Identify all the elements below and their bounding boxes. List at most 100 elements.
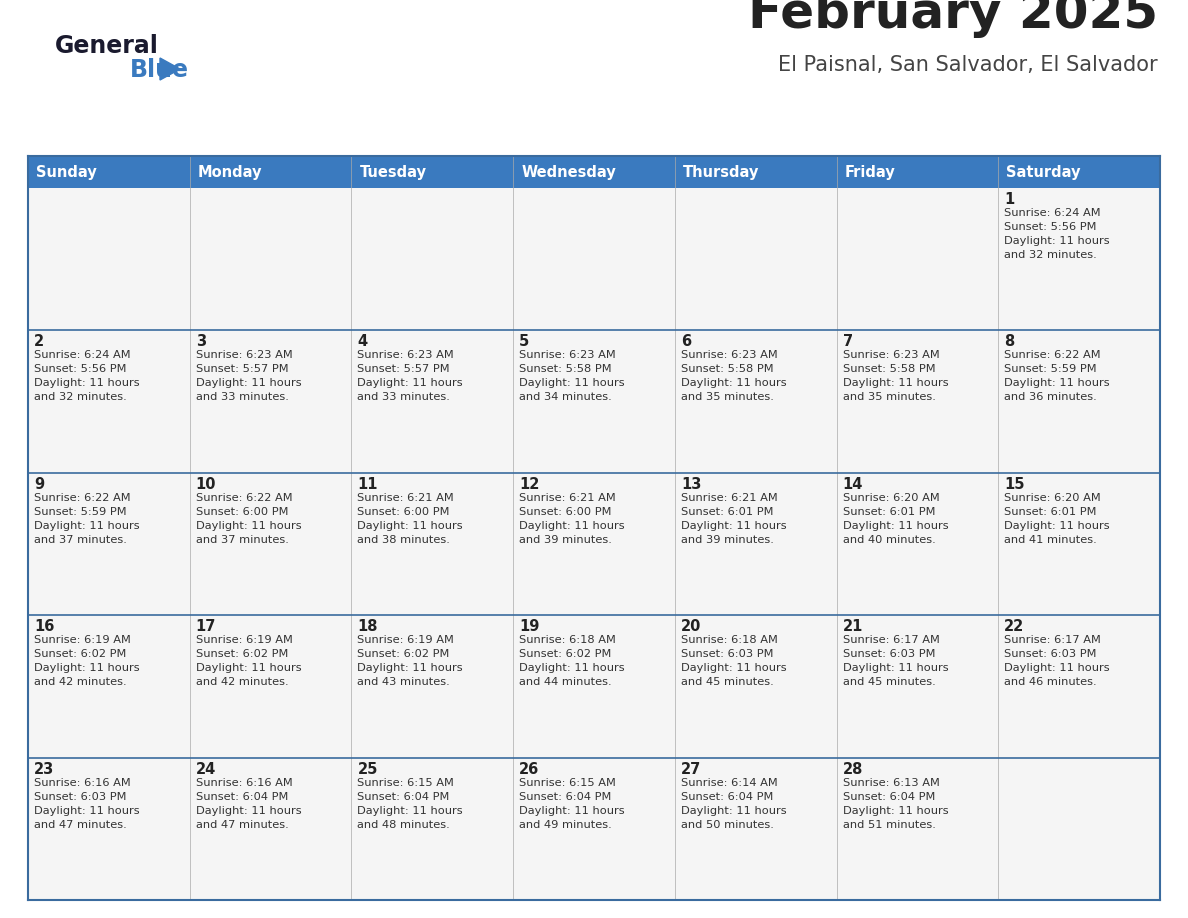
Text: Sunset: 5:56 PM: Sunset: 5:56 PM bbox=[34, 364, 126, 375]
Text: Thursday: Thursday bbox=[683, 164, 759, 180]
Text: 6: 6 bbox=[681, 334, 691, 350]
Text: Sunset: 5:59 PM: Sunset: 5:59 PM bbox=[34, 507, 127, 517]
Bar bbox=[998, 188, 1159, 330]
Text: Daylight: 11 hours: Daylight: 11 hours bbox=[34, 378, 140, 388]
Text: Sunrise: 6:16 AM: Sunrise: 6:16 AM bbox=[196, 778, 292, 788]
Text: 12: 12 bbox=[519, 476, 539, 492]
Text: and 37 minutes.: and 37 minutes. bbox=[34, 535, 127, 544]
Text: 19: 19 bbox=[519, 620, 539, 634]
Text: and 44 minutes.: and 44 minutes. bbox=[519, 677, 612, 688]
Text: and 38 minutes.: and 38 minutes. bbox=[358, 535, 450, 544]
Text: 22: 22 bbox=[1004, 620, 1024, 634]
Bar bbox=[190, 156, 352, 188]
Text: and 47 minutes.: and 47 minutes. bbox=[34, 820, 127, 830]
Text: Sunrise: 6:23 AM: Sunrise: 6:23 AM bbox=[519, 351, 615, 361]
Text: Sunrise: 6:21 AM: Sunrise: 6:21 AM bbox=[681, 493, 778, 503]
Text: 11: 11 bbox=[358, 476, 378, 492]
Bar bbox=[29, 615, 190, 757]
Text: Daylight: 11 hours: Daylight: 11 hours bbox=[519, 663, 625, 673]
Text: General: General bbox=[55, 34, 159, 58]
Bar bbox=[352, 615, 513, 757]
Bar bbox=[29, 156, 190, 188]
Bar bbox=[513, 156, 675, 188]
Text: 1: 1 bbox=[1004, 192, 1015, 207]
Text: Blue: Blue bbox=[129, 58, 189, 82]
Text: Sunset: 5:58 PM: Sunset: 5:58 PM bbox=[842, 364, 935, 375]
Bar bbox=[998, 757, 1159, 900]
Text: Daylight: 11 hours: Daylight: 11 hours bbox=[1004, 663, 1110, 673]
Bar bbox=[190, 330, 352, 473]
Text: Daylight: 11 hours: Daylight: 11 hours bbox=[681, 378, 786, 388]
Text: Sunset: 5:58 PM: Sunset: 5:58 PM bbox=[681, 364, 773, 375]
Bar bbox=[352, 757, 513, 900]
Text: 5: 5 bbox=[519, 334, 530, 350]
Text: Daylight: 11 hours: Daylight: 11 hours bbox=[358, 663, 463, 673]
Polygon shape bbox=[160, 58, 181, 80]
Text: and 32 minutes.: and 32 minutes. bbox=[34, 392, 127, 402]
Bar bbox=[836, 615, 998, 757]
Text: Monday: Monday bbox=[197, 164, 263, 180]
Text: El Paisnal, San Salvador, El Salvador: El Paisnal, San Salvador, El Salvador bbox=[778, 55, 1158, 75]
Bar bbox=[998, 473, 1159, 615]
Bar bbox=[29, 757, 190, 900]
Text: 26: 26 bbox=[519, 762, 539, 777]
Text: and 39 minutes.: and 39 minutes. bbox=[519, 535, 612, 544]
Bar bbox=[675, 757, 836, 900]
Text: and 50 minutes.: and 50 minutes. bbox=[681, 820, 773, 830]
Text: and 33 minutes.: and 33 minutes. bbox=[358, 392, 450, 402]
Text: Sunset: 6:01 PM: Sunset: 6:01 PM bbox=[842, 507, 935, 517]
Text: Sunset: 6:03 PM: Sunset: 6:03 PM bbox=[681, 649, 773, 659]
Text: and 45 minutes.: and 45 minutes. bbox=[842, 677, 935, 688]
Text: 3: 3 bbox=[196, 334, 206, 350]
Text: Daylight: 11 hours: Daylight: 11 hours bbox=[681, 521, 786, 531]
Text: Daylight: 11 hours: Daylight: 11 hours bbox=[358, 521, 463, 531]
Bar bbox=[675, 615, 836, 757]
Text: Sunrise: 6:23 AM: Sunrise: 6:23 AM bbox=[196, 351, 292, 361]
Text: and 46 minutes.: and 46 minutes. bbox=[1004, 677, 1097, 688]
Text: and 35 minutes.: and 35 minutes. bbox=[842, 392, 935, 402]
Text: Sunrise: 6:17 AM: Sunrise: 6:17 AM bbox=[842, 635, 940, 645]
Text: Daylight: 11 hours: Daylight: 11 hours bbox=[34, 663, 140, 673]
Text: and 41 minutes.: and 41 minutes. bbox=[1004, 535, 1097, 544]
Text: Sunset: 6:04 PM: Sunset: 6:04 PM bbox=[681, 791, 773, 801]
Text: 23: 23 bbox=[34, 762, 55, 777]
Text: and 32 minutes.: and 32 minutes. bbox=[1004, 250, 1097, 260]
Text: 14: 14 bbox=[842, 476, 862, 492]
Text: Sunset: 6:03 PM: Sunset: 6:03 PM bbox=[842, 649, 935, 659]
Bar bbox=[675, 473, 836, 615]
Bar bbox=[190, 188, 352, 330]
Text: Daylight: 11 hours: Daylight: 11 hours bbox=[34, 806, 140, 815]
Text: and 42 minutes.: and 42 minutes. bbox=[34, 677, 127, 688]
Text: Daylight: 11 hours: Daylight: 11 hours bbox=[1004, 378, 1110, 388]
Bar bbox=[836, 330, 998, 473]
Text: Sunrise: 6:22 AM: Sunrise: 6:22 AM bbox=[196, 493, 292, 503]
Text: Daylight: 11 hours: Daylight: 11 hours bbox=[519, 378, 625, 388]
Text: Sunset: 6:02 PM: Sunset: 6:02 PM bbox=[519, 649, 612, 659]
Text: 28: 28 bbox=[842, 762, 862, 777]
Text: Sunset: 5:56 PM: Sunset: 5:56 PM bbox=[1004, 222, 1097, 232]
Text: 17: 17 bbox=[196, 620, 216, 634]
Text: Sunset: 5:58 PM: Sunset: 5:58 PM bbox=[519, 364, 612, 375]
Text: Sunrise: 6:23 AM: Sunrise: 6:23 AM bbox=[842, 351, 940, 361]
Text: Sunset: 6:00 PM: Sunset: 6:00 PM bbox=[358, 507, 450, 517]
Bar bbox=[29, 330, 190, 473]
Text: 7: 7 bbox=[842, 334, 853, 350]
Text: 16: 16 bbox=[34, 620, 55, 634]
Text: 8: 8 bbox=[1004, 334, 1015, 350]
Text: and 35 minutes.: and 35 minutes. bbox=[681, 392, 773, 402]
Bar bbox=[998, 615, 1159, 757]
Bar bbox=[513, 330, 675, 473]
Text: Sunrise: 6:24 AM: Sunrise: 6:24 AM bbox=[1004, 208, 1101, 218]
Text: Daylight: 11 hours: Daylight: 11 hours bbox=[681, 806, 786, 815]
Text: Daylight: 11 hours: Daylight: 11 hours bbox=[196, 806, 302, 815]
Text: Sunset: 6:04 PM: Sunset: 6:04 PM bbox=[358, 791, 450, 801]
Text: and 36 minutes.: and 36 minutes. bbox=[1004, 392, 1097, 402]
Text: Sunrise: 6:18 AM: Sunrise: 6:18 AM bbox=[681, 635, 778, 645]
Bar bbox=[513, 615, 675, 757]
Text: and 49 minutes.: and 49 minutes. bbox=[519, 820, 612, 830]
Text: Sunrise: 6:21 AM: Sunrise: 6:21 AM bbox=[358, 493, 454, 503]
Bar bbox=[352, 188, 513, 330]
Text: Sunrise: 6:19 AM: Sunrise: 6:19 AM bbox=[358, 635, 454, 645]
Bar bbox=[513, 757, 675, 900]
Bar bbox=[29, 473, 190, 615]
